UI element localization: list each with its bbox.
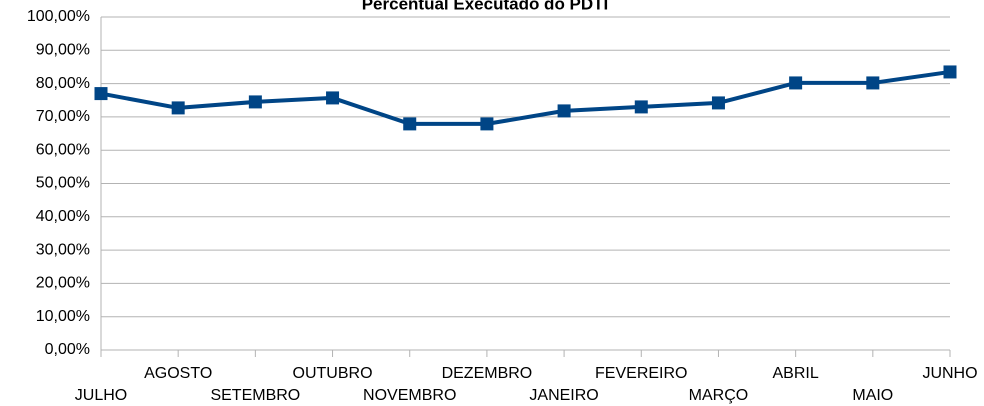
x-tick-label: DEZEMBRO bbox=[442, 365, 533, 382]
x-tick-label: OUTUBRO bbox=[293, 365, 373, 382]
x-tick-label: AGOSTO bbox=[144, 365, 212, 382]
y-tick-label: 30,00% bbox=[36, 241, 90, 258]
marker bbox=[943, 65, 957, 79]
x-tick-label: ABRIL bbox=[773, 365, 819, 382]
chart-title: Percentual Executado do PDTI bbox=[362, 0, 609, 13]
y-tick-label: 60,00% bbox=[36, 141, 90, 158]
y-tick-label: 10,00% bbox=[36, 308, 90, 325]
marker bbox=[171, 101, 185, 115]
y-tick-label: 80,00% bbox=[36, 75, 90, 92]
y-tick-label: 0,00% bbox=[45, 341, 90, 358]
x-tick-label: MARÇO bbox=[689, 387, 749, 404]
marker bbox=[866, 76, 880, 90]
y-tick-label: 50,00% bbox=[36, 175, 90, 192]
x-tick-label: JANEIRO bbox=[529, 387, 598, 404]
x-tick-label: SETEMBRO bbox=[210, 387, 300, 404]
x-tick-label: MAIO bbox=[852, 387, 893, 404]
x-tick-label: FEVEREIRO bbox=[595, 365, 687, 382]
y-tick-label: 70,00% bbox=[36, 108, 90, 125]
x-tick-label: JUNHO bbox=[922, 365, 977, 382]
marker bbox=[711, 96, 725, 110]
y-tick-label: 100,00% bbox=[27, 8, 90, 25]
x-tick-label: NOVEMBRO bbox=[363, 387, 456, 404]
y-tick-label: 90,00% bbox=[36, 42, 90, 59]
y-tick-label: 20,00% bbox=[36, 275, 90, 292]
series-line bbox=[100, 69, 951, 126]
marker bbox=[248, 95, 262, 109]
marker bbox=[94, 87, 108, 101]
y-tick-label: 40,00% bbox=[36, 208, 90, 225]
marker bbox=[789, 76, 803, 90]
marker bbox=[326, 91, 340, 105]
marker bbox=[634, 100, 648, 114]
marker bbox=[480, 117, 494, 131]
marker bbox=[557, 104, 571, 118]
marker bbox=[403, 117, 417, 131]
x-tick-label: JULHO bbox=[75, 387, 127, 404]
